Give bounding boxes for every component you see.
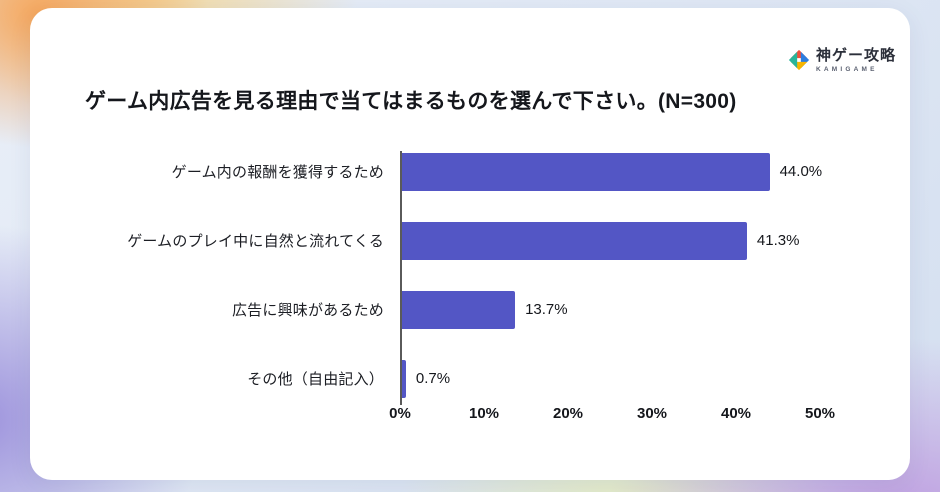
- logo-name: 神ゲー攻略: [815, 47, 896, 64]
- bar-track: 41.3%: [400, 206, 820, 275]
- y-axis-line: [400, 151, 402, 405]
- logo-subtitle: KAMIGAME: [815, 65, 878, 73]
- bar: [400, 290, 516, 329]
- category-label: 広告に興味があるため: [231, 302, 384, 319]
- bar: [400, 221, 747, 260]
- value-label: 41.3%: [756, 232, 800, 249]
- chart-card: 神ゲー攻略 KAMIGAME ゲーム内広告を見る理由で当てはまるものを選んで下さ…: [30, 8, 910, 480]
- bar-rows: ゲーム内の報酬を獲得するため 44.0% ゲームのプレイ中に自然と流れてくる 41.3…: [85, 137, 910, 413]
- bar-row: ゲームのプレイ中に自然と流れてくる 41.3%: [85, 206, 910, 275]
- bar-chart: ゲーム内の報酬を獲得するため 44.0% ゲームのプレイ中に自然と流れてくる 41.3…: [85, 137, 910, 427]
- value-label: 0.7%: [415, 370, 451, 387]
- value-label: 13.7%: [525, 301, 568, 318]
- category-label: その他（自由記入）: [247, 371, 384, 388]
- kamigame-logo-icon: [788, 50, 810, 71]
- x-tick-label: 40%: [720, 405, 752, 422]
- x-tick-label: 50%: [804, 405, 836, 422]
- bar-row: 広告に興味があるため 13.7%: [85, 275, 910, 344]
- bar-track: 44.0%: [400, 137, 823, 206]
- category-label: ゲーム内の報酬を獲得するため: [171, 164, 384, 181]
- bar-track: 0.7%: [400, 344, 820, 413]
- bar-track: 13.7%: [400, 275, 820, 344]
- chart-title: ゲーム内広告を見る理由で当てはまるものを選んで下さい。(N=300): [85, 90, 737, 113]
- x-tick-label: 10%: [468, 405, 500, 422]
- x-axis: 0% 10% 20% 30% 40% 50%: [389, 405, 835, 427]
- x-tick-label: 20%: [552, 405, 584, 422]
- x-tick-label: 0%: [389, 405, 411, 422]
- value-label: 44.0%: [779, 163, 823, 180]
- kamigame-logo: 神ゲー攻略 KAMIGAME: [788, 47, 896, 73]
- bar-row: ゲーム内の報酬を獲得するため 44.0%: [85, 137, 910, 206]
- bar: [400, 152, 770, 191]
- bar: [400, 359, 406, 398]
- bar-row: その他（自由記入） 0.7%: [85, 344, 910, 413]
- x-tick-label: 30%: [636, 405, 668, 422]
- category-label: ゲームのプレイ中に自然と流れてくる: [127, 233, 384, 250]
- logo-text: 神ゲー攻略 KAMIGAME: [815, 47, 896, 73]
